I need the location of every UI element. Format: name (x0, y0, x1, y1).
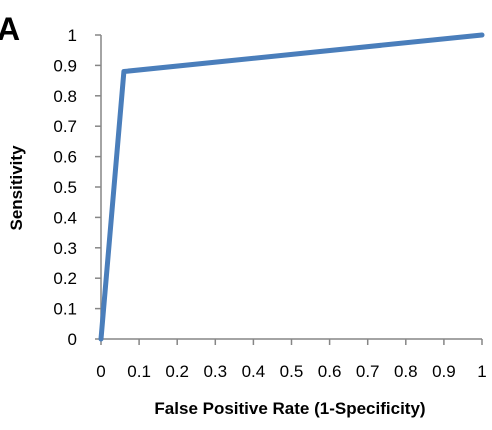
y-tick-label: 0.2 (53, 269, 77, 288)
x-axis-ticks: 0 0.1 0.2 0.3 0.4 0.5 0.6 0.7 0.8 0.9 1 (96, 339, 487, 381)
y-tick-label: 0 (68, 330, 77, 349)
x-tick-label: 0.9 (432, 362, 456, 381)
x-tick-label: 0.4 (242, 362, 266, 381)
y-tick-label: 0.6 (53, 148, 77, 167)
y-tick-label: 0.4 (53, 208, 77, 227)
x-tick-label: 0.7 (356, 362, 380, 381)
x-tick-label: 0.6 (318, 362, 342, 381)
x-tick-label: 0.2 (165, 362, 189, 381)
y-tick-label: 0.1 (53, 300, 77, 319)
y-tick-label: 0.9 (53, 56, 77, 75)
y-axis-title: Sensitivity (7, 145, 26, 231)
y-axis-ticks: 0 0.1 0.2 0.3 0.4 0.5 0.6 0.7 0.8 0.9 1 (53, 26, 101, 349)
x-tick-label: 0.3 (203, 362, 227, 381)
x-tick-label: 0.1 (127, 362, 151, 381)
x-tick-label: 1 (477, 362, 486, 381)
x-tick-label: 0 (96, 362, 105, 381)
roc-curve-line (98, 32, 485, 342)
y-tick-label: 0.5 (53, 178, 77, 197)
y-tick-label: 1 (68, 26, 77, 45)
y-tick-label: 0.3 (53, 239, 77, 258)
series-layer (98, 32, 485, 342)
x-axis-title: False Positive Rate (1-Specificity) (154, 399, 425, 418)
panel-label: A (0, 11, 20, 47)
x-tick-label: 0.8 (394, 362, 418, 381)
y-tick-label: 0.7 (53, 117, 77, 136)
y-tick-label: 0.8 (53, 87, 77, 106)
x-tick-label: 0.5 (280, 362, 304, 381)
